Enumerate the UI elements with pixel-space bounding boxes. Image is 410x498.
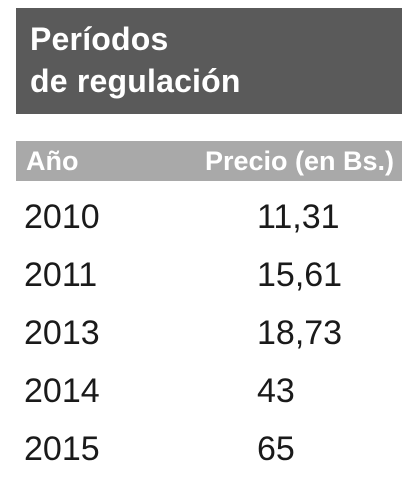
cell-price: 65: [257, 430, 295, 468]
table-header: Año Precio (en Bs.): [16, 141, 402, 181]
header-price: Precio (en Bs.): [204, 146, 394, 176]
table-row: 2015 65: [16, 420, 402, 478]
cell-price: 11,31: [257, 198, 340, 236]
cell-price: 15,61: [257, 256, 343, 294]
cell-year: 2011: [24, 256, 98, 294]
cell-year: 2015: [24, 430, 100, 468]
table-body: 2010 11,31 2011 15,61 2013 18,73 2014 43…: [16, 188, 402, 478]
cell-year: 2013: [24, 314, 100, 352]
title-box: Períodos de regulación: [16, 8, 402, 114]
table-row: 2013 18,73: [16, 304, 402, 362]
cell-year: 2014: [24, 372, 100, 410]
title-line-1: Períodos: [30, 21, 169, 57]
cell-price: 18,73: [257, 314, 343, 352]
table-row: 2011 15,61: [16, 246, 402, 304]
cell-year: 2010: [24, 198, 100, 236]
table-row: 2014 43: [16, 362, 402, 420]
table-row: 2010 11,31: [16, 188, 402, 246]
header-year: Año: [26, 146, 79, 176]
cell-price: 43: [257, 372, 295, 410]
title-line-2: de regulación: [30, 63, 241, 99]
